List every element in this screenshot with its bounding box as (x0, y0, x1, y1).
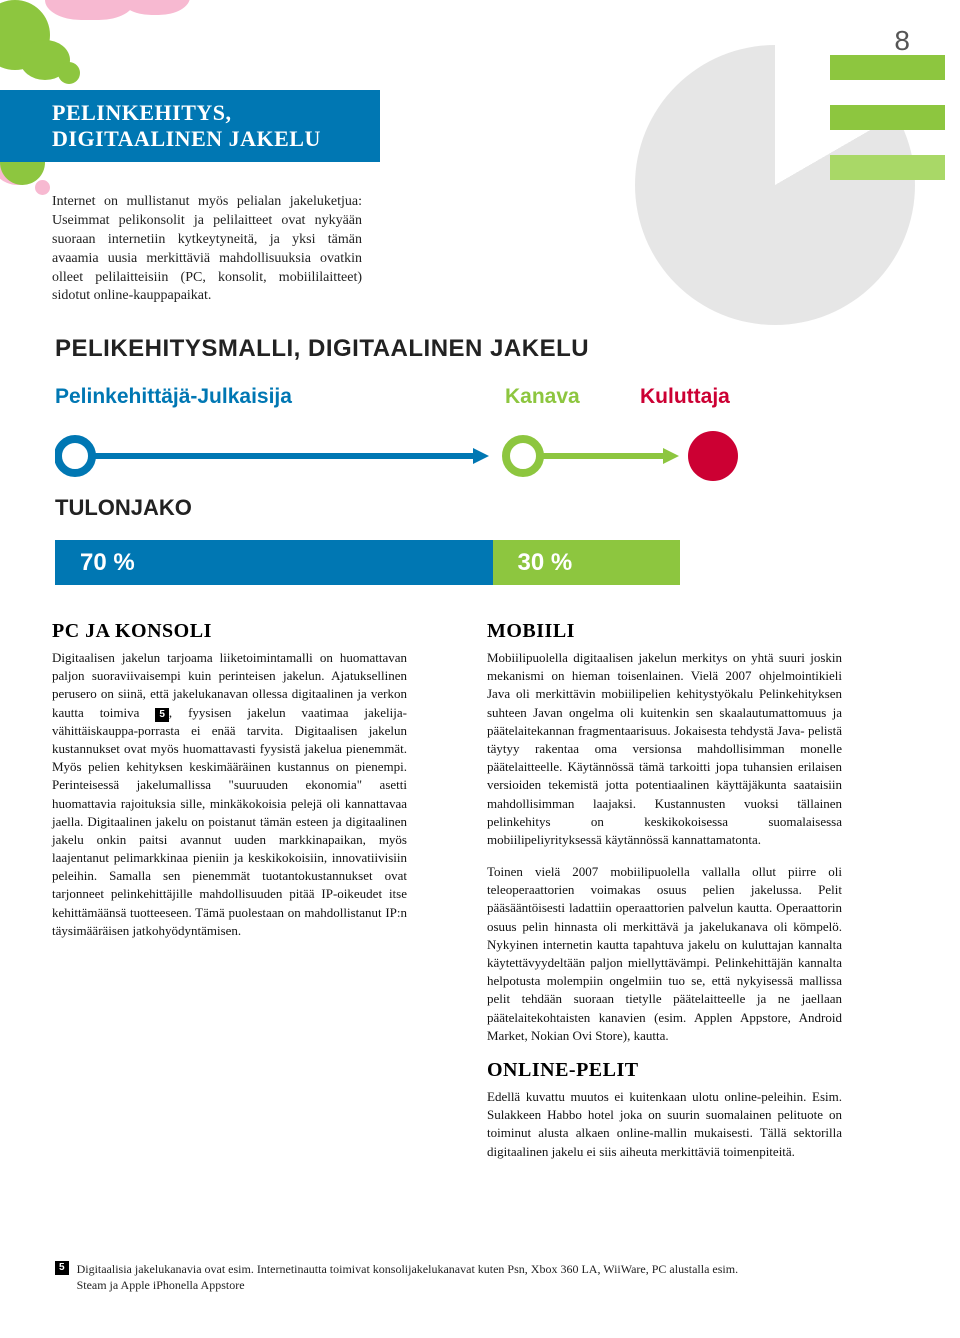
online-para1: Edellä kuvattu muutos ei kuitenkaan ulot… (487, 1088, 842, 1161)
footnote-ref-5: 5 (155, 708, 169, 722)
header-pie-graphic (635, 45, 915, 325)
legend-bar (830, 155, 945, 180)
mobiili-para2: Toinen vielä 2007 mobiilipuolella vallal… (487, 863, 842, 1045)
flow-node-consumer (688, 431, 738, 481)
revenue-heading: TULONJAKO (55, 495, 192, 521)
column-right: MOBIILI Mobiilipuolella digitaalisen jak… (487, 620, 842, 1175)
pc-konsoli-heading: PC JA KONSOLI (52, 620, 407, 643)
revenue-segment-70: 70 % (55, 540, 493, 585)
text-after-ref: , fyysisen jakelun vaatimaa jakelija-väh… (52, 705, 407, 938)
arrowhead-icon (473, 448, 489, 464)
online-heading: ONLINE-PELIT (487, 1059, 842, 1082)
flow-node-developer (58, 439, 92, 473)
decor-blob-pink (120, 0, 190, 15)
mobiili-para1: Mobiilipuolella digitaalisen jakelun mer… (487, 649, 842, 849)
flow-diagram: Pelinkehittäjä-Julkaisija Kanava Kulutta… (55, 385, 745, 489)
mobiili-heading: MOBIILI (487, 620, 842, 643)
flow-label-developer: Pelinkehittäjä-Julkaisija (55, 385, 505, 409)
title-line1: PELINKEHITYS, (52, 100, 340, 126)
revenue-segment-30: 30 % (493, 540, 681, 585)
intro-paragraph: Internet on mullistanut myös pelialan ja… (52, 193, 362, 306)
decor-blob-green (58, 62, 80, 84)
footnote-number: 5 (55, 1261, 69, 1275)
footnote-text: Digitaalisia jakelukanavia ovat esim. In… (77, 1261, 755, 1293)
section-title-block: PELINKEHITYS, DIGITAALINEN JAKELU (0, 90, 380, 162)
revenue-split-bar: 70 % 30 % (55, 540, 680, 585)
model-heading: PELIKEHITYSMALLI, DIGITAALINEN JAKELU (55, 335, 589, 363)
pc-konsoli-para: Digitaalisen jakelun tarjoama liiketoimi… (52, 649, 407, 940)
title-line2: DIGITAALINEN JAKELU (52, 126, 340, 152)
flow-svg (55, 429, 745, 484)
legend-bars (830, 55, 945, 180)
flow-node-channel (506, 439, 540, 473)
decor-blob-pink (35, 180, 50, 195)
flow-label-consumer: Kuluttaja (640, 385, 730, 409)
footnote: 5 Digitaalisia jakelukanavia ovat esim. … (55, 1261, 755, 1293)
flow-label-channel: Kanava (505, 385, 640, 409)
legend-bar (830, 105, 945, 130)
arrowhead-icon (663, 448, 679, 464)
body-columns: PC JA KONSOLI Digitaalisen jakelun tarjo… (52, 620, 842, 1175)
column-left: PC JA KONSOLI Digitaalisen jakelun tarjo… (52, 620, 407, 1175)
legend-bar (830, 55, 945, 80)
